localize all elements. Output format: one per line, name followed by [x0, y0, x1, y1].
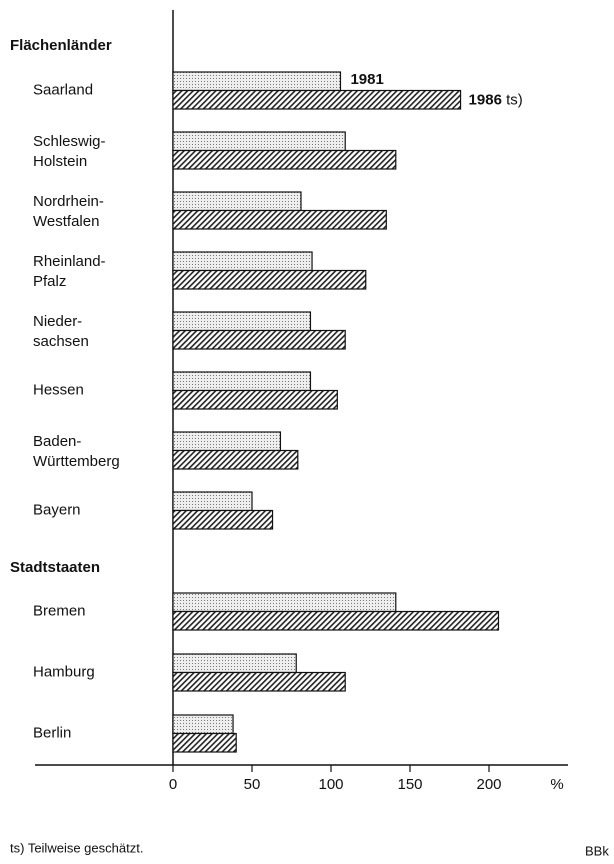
bar [172, 610, 500, 631]
x-tick-label: 150 [397, 776, 422, 793]
category-label: Schleswig- [33, 133, 106, 150]
legend-label: 1981 [350, 71, 383, 88]
bar [172, 389, 338, 410]
category-label: Rheinland- [33, 253, 106, 270]
category-label: sachsen [33, 333, 89, 350]
category-label: Westfalen [33, 213, 99, 230]
bar [172, 671, 346, 692]
bar [172, 732, 237, 753]
bar [172, 449, 299, 470]
bar [172, 714, 234, 735]
bar [172, 149, 397, 170]
bar [172, 329, 346, 350]
category-label: Württemberg [33, 453, 120, 470]
bar [172, 311, 312, 332]
category-label: Hamburg [33, 663, 95, 680]
bar [172, 131, 346, 152]
legend-label: 1986 ts) [469, 91, 523, 108]
bar [172, 431, 282, 452]
category-label: Berlin [33, 724, 71, 741]
category-label: Pfalz [33, 273, 66, 290]
bar [172, 71, 342, 92]
x-tick-label: 50 [244, 776, 261, 793]
bar [172, 89, 462, 110]
legend-note: ts) [506, 91, 523, 108]
x-unit: % [550, 776, 563, 793]
footnote: ts) Teilweise geschätzt. [10, 840, 143, 855]
bar [172, 209, 387, 230]
category-label: Nieder- [33, 313, 82, 330]
bar [172, 592, 397, 613]
source: BBk [585, 843, 609, 858]
category-label: Baden- [33, 433, 81, 450]
category-label: Holstein [33, 153, 87, 170]
group-label: Flächenländer [10, 37, 112, 54]
bar [172, 491, 253, 512]
bar [172, 191, 302, 212]
bar [172, 251, 313, 272]
bar [172, 509, 274, 530]
category-label: Nordrhein- [33, 193, 104, 210]
bar [172, 371, 312, 392]
group-label: Stadtstaaten [10, 559, 100, 576]
bar [172, 653, 297, 674]
bar [172, 269, 367, 290]
x-tick-label: 0 [169, 776, 177, 793]
category-label: Bremen [33, 602, 86, 619]
x-tick-label: 200 [476, 776, 501, 793]
category-label: Bayern [33, 501, 81, 518]
category-label: Saarland [33, 81, 93, 98]
legend-label: 1986 [469, 91, 502, 108]
x-tick-label: 100 [318, 776, 343, 793]
category-label: Hessen [33, 381, 84, 398]
